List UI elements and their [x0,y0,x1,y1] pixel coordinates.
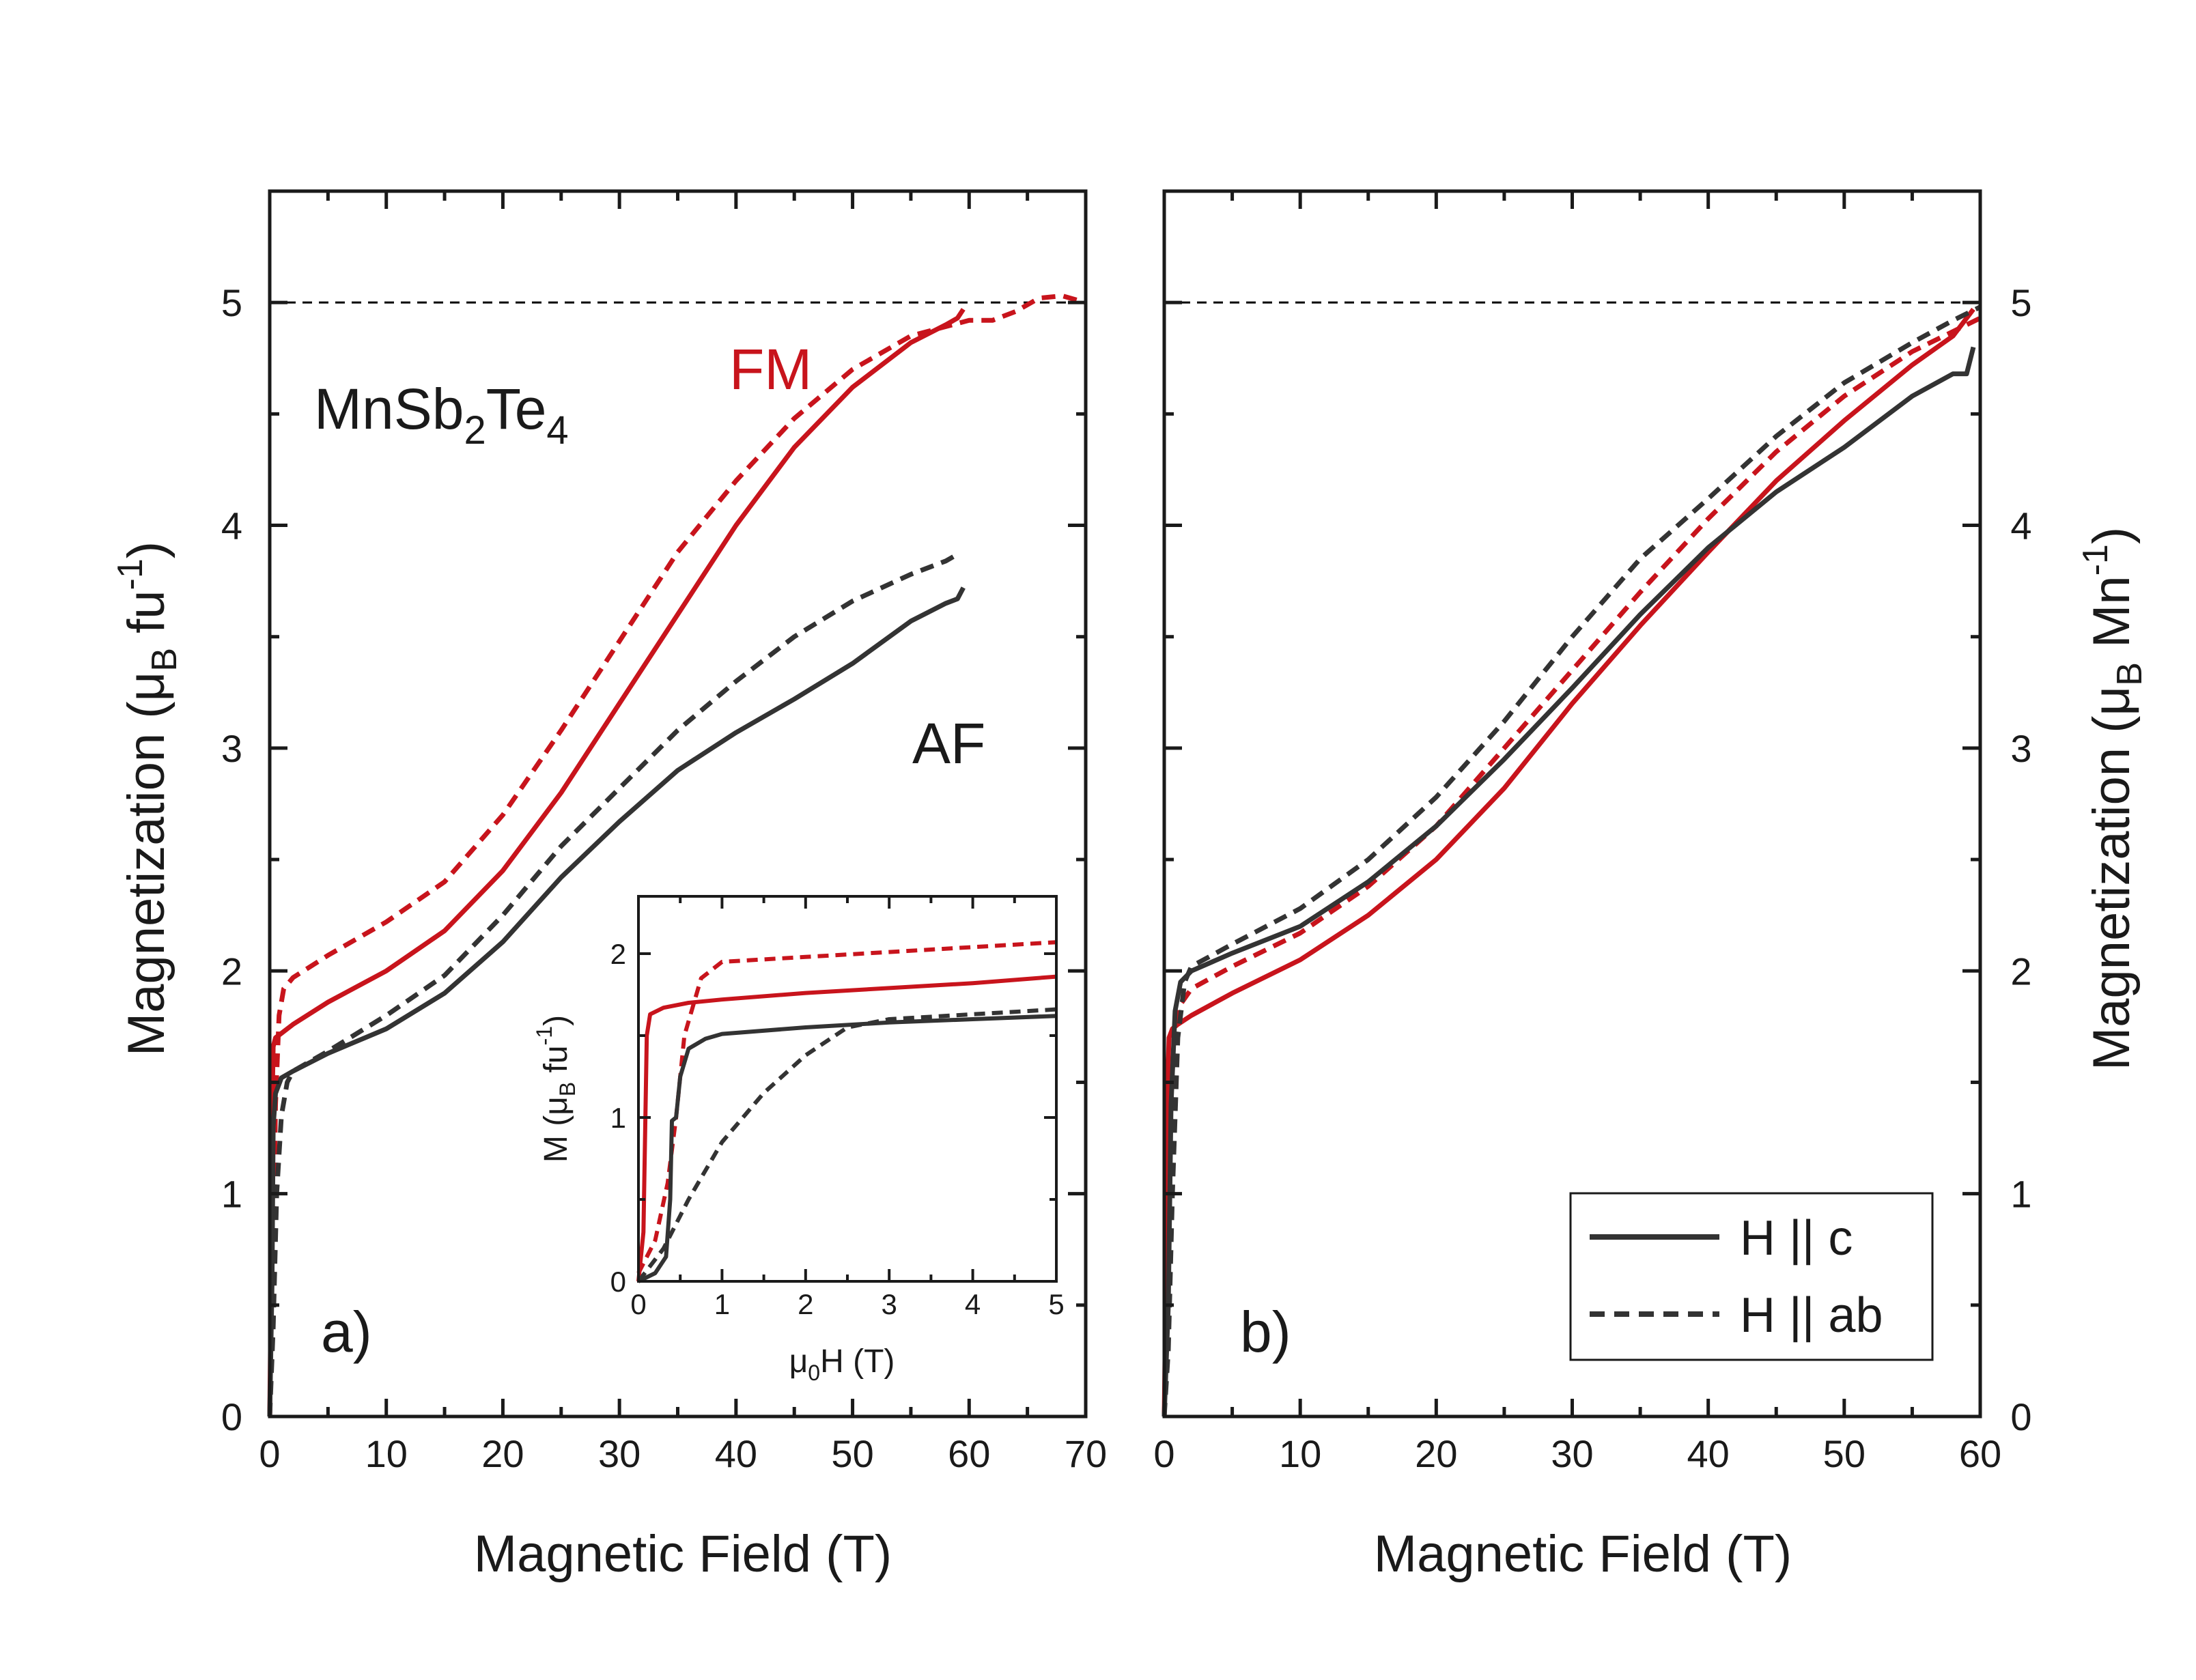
panel-b-label: b) [1240,1300,1291,1364]
y-tick-label: 1 [221,1173,242,1216]
fm-label: FM [729,337,812,401]
y-tick-label: 3 [221,727,242,770]
series-af-h-ab [1162,304,1982,1417]
panel-a-series-layer [267,293,1086,1417]
y-tick-label: 1 [2010,1173,2031,1216]
x-tick-label: 30 [1551,1432,1593,1475]
x-tick-label: 20 [481,1432,524,1475]
inset-series-layer [636,940,1057,1283]
legend-label-h-c: H || c [1740,1211,1853,1266]
x-tick-label: 60 [948,1432,990,1475]
legend-label-h-ab: H || ab [1740,1288,1883,1343]
x-tick-label: 3 [882,1288,897,1320]
series-fm-h-c [636,974,1057,1282]
compound-label: MnSb2Te4 [314,377,569,453]
y-tick-label: 0 [610,1266,626,1298]
x-tick-label: 20 [1415,1432,1457,1475]
panel-b-y-axis-title: Magnetization (μB Mn-1) [2076,527,2150,1070]
y-tick-label: 1 [610,1102,626,1134]
x-tick-label: 40 [715,1432,757,1475]
panel-a-label: a) [321,1300,372,1364]
inset-axes: 0 1 2 3 4 5 0 1 2 [610,895,1065,1320]
y-tick-label: 2 [2010,950,2031,993]
inset-plot: 0 1 2 3 4 5 0 1 2 μ0H (T) M (μB fu-1) [532,894,1065,1385]
inset-background [635,894,1058,1283]
x-tick-label: 70 [1065,1432,1107,1475]
series-af-h-c [1162,346,1976,1417]
y-tick-label: 3 [2010,727,2031,770]
x-tick-label: 2 [798,1288,813,1320]
series-fm-h-ab [267,293,1086,1417]
y-tick-label: 5 [221,281,242,324]
legend: H || c H || ab [1569,1192,1934,1361]
series-fm-h-ab [636,940,1057,1275]
x-tick-label: 30 [598,1432,640,1475]
af-label: AF [912,711,985,775]
legend-box [1569,1192,1934,1361]
series-fm-h-c [267,308,966,1417]
y-tick-label: 0 [2010,1395,2031,1438]
x-tick-label: 0 [259,1432,280,1475]
y-tick-label: 4 [221,504,242,547]
series-af-h-ab [267,552,959,1417]
x-tick-label: 1 [714,1288,730,1320]
x-tick-label: 10 [1279,1432,1321,1475]
inset-y-axis-title: M (μB fu-1) [532,1015,580,1163]
x-tick-label: 10 [365,1432,408,1475]
y-tick-label: 2 [610,938,626,970]
x-tick-label: 4 [965,1288,981,1320]
x-tick-label: 60 [1959,1432,2001,1475]
y-tick-label: 4 [2010,504,2031,547]
series-fm-h-c [1162,307,1975,1417]
panel-a-x-axis-title: Magnetic Field (T) [474,1525,892,1583]
x-tick-label: 0 [1153,1432,1174,1475]
inset-x-axis-title: μ0H (T) [789,1343,895,1385]
panel-b-x-axis-title: Magnetic Field (T) [1374,1525,1792,1583]
y-tick-label: 2 [221,950,242,993]
y-tick-label: 5 [2010,281,2031,324]
series-af-h-c [267,586,966,1417]
x-tick-label: 50 [831,1432,873,1475]
series-af-h-ab [636,1007,1057,1283]
x-tick-label: 50 [1823,1432,1866,1475]
x-tick-label: 40 [1687,1432,1730,1475]
x-tick-label: 5 [1048,1288,1064,1320]
y-tick-label: 0 [221,1395,242,1438]
panel-a-y-axis-title: Magnetization (μB fu-1) [111,541,184,1056]
x-tick-label: 0 [630,1288,646,1320]
panel-b-series-layer [1162,304,1982,1417]
